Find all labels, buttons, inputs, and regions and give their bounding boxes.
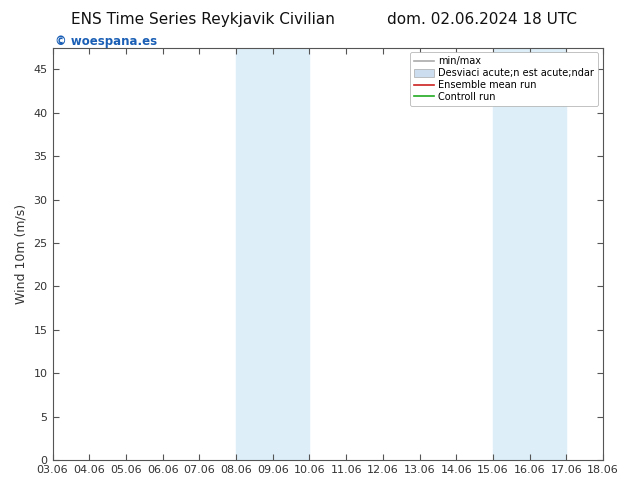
Text: © woespana.es: © woespana.es [55,35,157,48]
Legend: min/max, Desviaci acute;n est acute;ndar, Ensemble mean run, Controll run: min/max, Desviaci acute;n est acute;ndar… [410,52,598,106]
Text: dom. 02.06.2024 18 UTC: dom. 02.06.2024 18 UTC [387,12,577,27]
Bar [493,48,566,460]
Bar [236,48,309,460]
Text: ENS Time Series Reykjavik Civilian: ENS Time Series Reykjavik Civilian [71,12,335,27]
Y-axis label: Wind 10m (m/s): Wind 10m (m/s) [15,204,28,304]
